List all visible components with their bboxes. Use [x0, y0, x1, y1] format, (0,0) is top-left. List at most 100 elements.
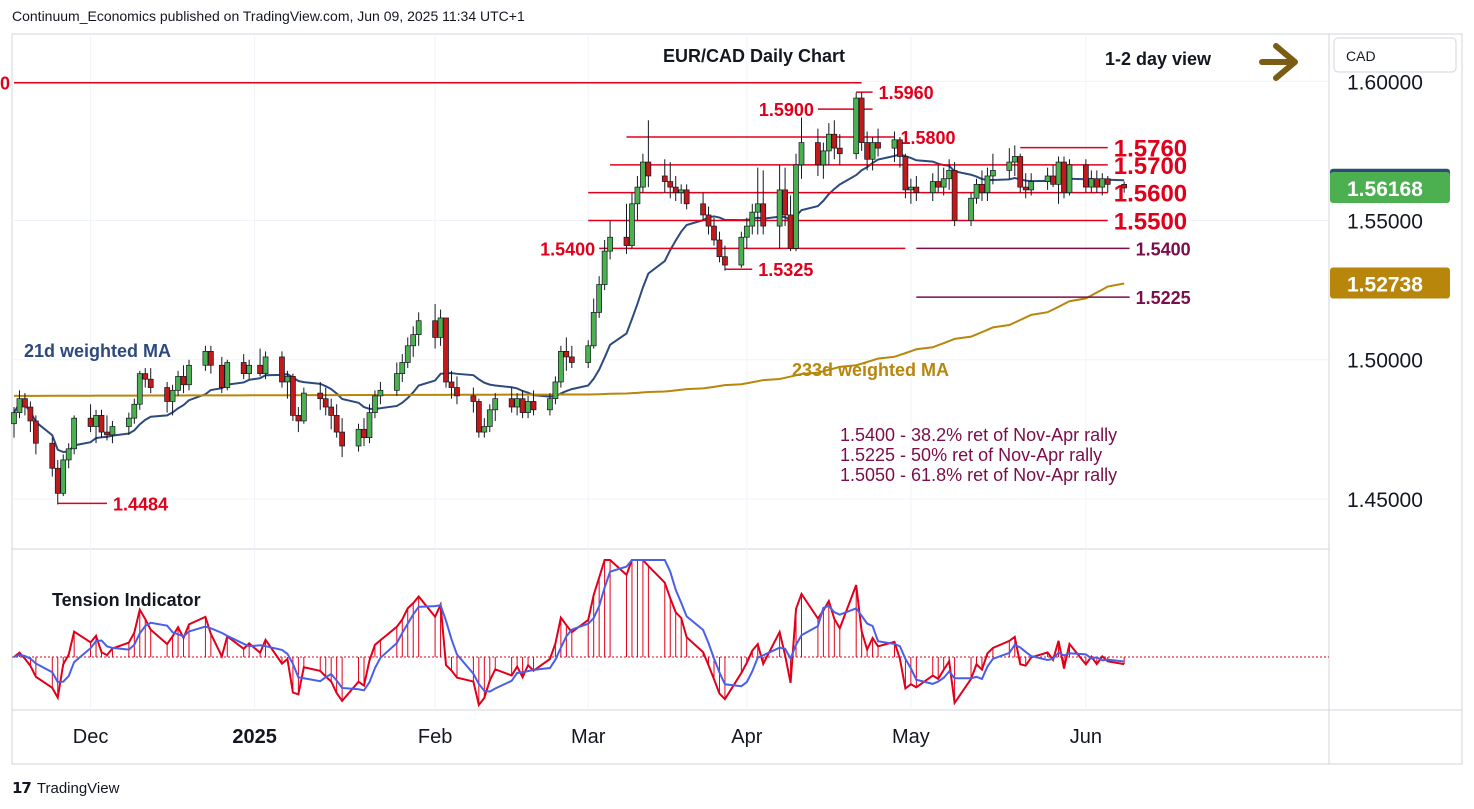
view-label: 1-2 day view — [1105, 49, 1212, 69]
candle-body — [640, 161, 646, 188]
candle-body — [98, 415, 105, 433]
level-label: 1.5400 — [540, 239, 595, 259]
candle-body — [218, 364, 225, 388]
candle-body — [1066, 164, 1073, 194]
candle-body — [629, 203, 635, 246]
candle-body — [470, 395, 477, 402]
chart-title: EUR/CAD Daily Chart — [663, 46, 845, 66]
candle-body — [202, 351, 209, 366]
candle-body — [366, 412, 373, 438]
brand-name: TradingView — [36, 779, 120, 797]
candle-body — [760, 203, 767, 227]
candle-body — [891, 139, 898, 149]
x-tick-label: Dec — [73, 726, 109, 748]
candle-body — [175, 376, 181, 391]
candle-body — [563, 351, 570, 358]
candle-body — [929, 181, 936, 194]
candle-body — [601, 250, 608, 285]
candle-body — [897, 139, 903, 157]
right-arrow-icon — [1259, 43, 1298, 81]
candle-body — [793, 164, 799, 249]
candle-body — [136, 373, 143, 405]
level-label: 1.5225 — [1136, 288, 1191, 308]
candle-body — [492, 398, 499, 411]
tension-fast-line — [13, 559, 1125, 708]
candle-body — [410, 334, 417, 347]
x-tick-label: Apr — [731, 726, 762, 748]
footer-brand: 𝟭𝟳 TradingView — [12, 779, 120, 798]
candle-body — [262, 356, 269, 374]
currency-selector[interactable]: CAD — [1333, 37, 1457, 73]
level-label: 1.5400 — [1136, 239, 1191, 259]
candle-body — [257, 364, 263, 374]
level-label: 1.5990/00 — [0, 74, 10, 94]
candle-body — [585, 345, 592, 363]
candle-body — [782, 189, 788, 216]
candle-body — [322, 398, 329, 408]
candle-body — [508, 398, 515, 408]
candle-body — [65, 448, 72, 461]
candle-body — [224, 362, 231, 388]
candle-body — [93, 415, 99, 427]
candle-body — [776, 189, 783, 227]
ma233-line — [13, 282, 1125, 397]
retracement-note-1: 1.5400 - 38.2% ret of Nov-Apr rally — [840, 425, 1117, 445]
moving-averages — [13, 153, 1125, 454]
x-tick-label: May — [892, 726, 930, 748]
candle-body — [902, 156, 909, 191]
candle-body — [1028, 181, 1035, 191]
candle-body — [623, 236, 630, 246]
candle-body — [798, 142, 805, 166]
candle-body — [279, 356, 285, 383]
candle-body — [240, 362, 247, 374]
candle-body — [481, 426, 488, 433]
candle-body — [590, 312, 597, 347]
level-label: 1.4484 — [113, 494, 168, 514]
candle-body — [1099, 178, 1106, 188]
candle-body — [525, 401, 531, 413]
candle-body — [1088, 178, 1095, 188]
tradingview-logo-icon: 𝟭𝟳 — [12, 780, 32, 797]
candle-body — [1055, 161, 1062, 185]
level-label: 1.5960 — [879, 83, 934, 103]
candle-body — [377, 389, 384, 397]
candle-body — [596, 284, 603, 313]
tension-slow-line — [13, 559, 1125, 693]
candle-body — [71, 417, 78, 450]
candle-body — [749, 211, 756, 227]
candle-body — [290, 376, 296, 416]
ma233-label: 233d weighted MA — [792, 360, 949, 380]
candle-body — [49, 442, 56, 469]
candle-body — [372, 395, 378, 413]
candle-body — [836, 147, 843, 155]
price-badge — [1330, 267, 1450, 299]
candle-body — [984, 175, 991, 194]
candle-body — [104, 431, 110, 436]
candle-body — [1050, 175, 1056, 185]
candle-body — [875, 142, 881, 149]
candle-body — [738, 236, 745, 266]
candle-body — [27, 406, 34, 422]
publisher-line: Continuum_Economics published on Trading… — [12, 8, 525, 24]
candle-body — [125, 417, 132, 427]
candle-body — [142, 373, 149, 380]
candle-body — [404, 345, 411, 363]
candle-body — [935, 181, 942, 188]
x-tick-label: Jun — [1070, 726, 1102, 748]
candle-body — [317, 392, 324, 400]
candle-body — [339, 431, 345, 447]
candle-body — [678, 189, 685, 194]
candle-body — [180, 376, 187, 386]
candle-body — [711, 225, 717, 241]
candle-body — [1104, 178, 1111, 185]
candle-body — [1044, 175, 1051, 182]
candle-body — [393, 373, 400, 391]
candle-body — [1093, 178, 1100, 188]
candle-body — [825, 133, 832, 152]
candle-body — [328, 406, 335, 416]
candle-body — [33, 420, 39, 444]
y-tick-label: 1.60000 — [1347, 71, 1423, 94]
candle-body — [475, 401, 482, 433]
